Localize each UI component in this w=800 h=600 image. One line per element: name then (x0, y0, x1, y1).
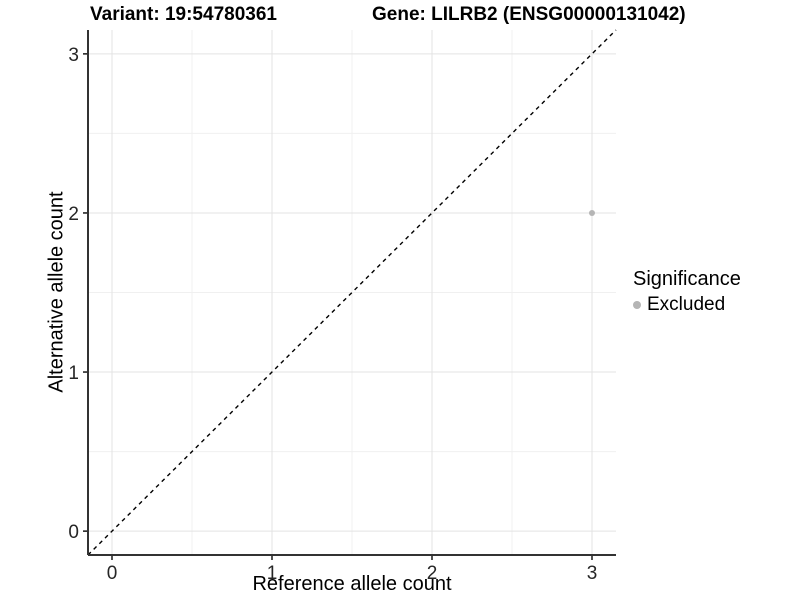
x-tick-label: 2 (427, 563, 438, 584)
y-axis-title: Alternative allele count (45, 191, 68, 393)
legend-title: Significance (633, 268, 741, 290)
x-tick-label: 3 (587, 563, 598, 584)
plot-title-variant: Variant: 19:54780361 (90, 4, 277, 25)
y-tick-label: 3 (68, 45, 79, 66)
plot-title-gene: Gene: LILRB2 (ENSG00000131042) (372, 4, 686, 25)
x-tick-label: 0 (107, 563, 118, 584)
legend: Significance Excluded (633, 268, 741, 316)
legend-entry-label: Excluded (647, 294, 726, 315)
y-tick-label: 0 (68, 522, 79, 543)
data-point (589, 209, 595, 216)
x-tick-label: 1 (267, 563, 278, 584)
legend-entry-excluded: Excluded (633, 294, 741, 316)
y-tick-label: 1 (68, 363, 79, 384)
x-axis-title: Reference allele count (252, 573, 452, 595)
y-tick-label: 2 (68, 204, 79, 225)
legend-point-icon (633, 301, 641, 309)
